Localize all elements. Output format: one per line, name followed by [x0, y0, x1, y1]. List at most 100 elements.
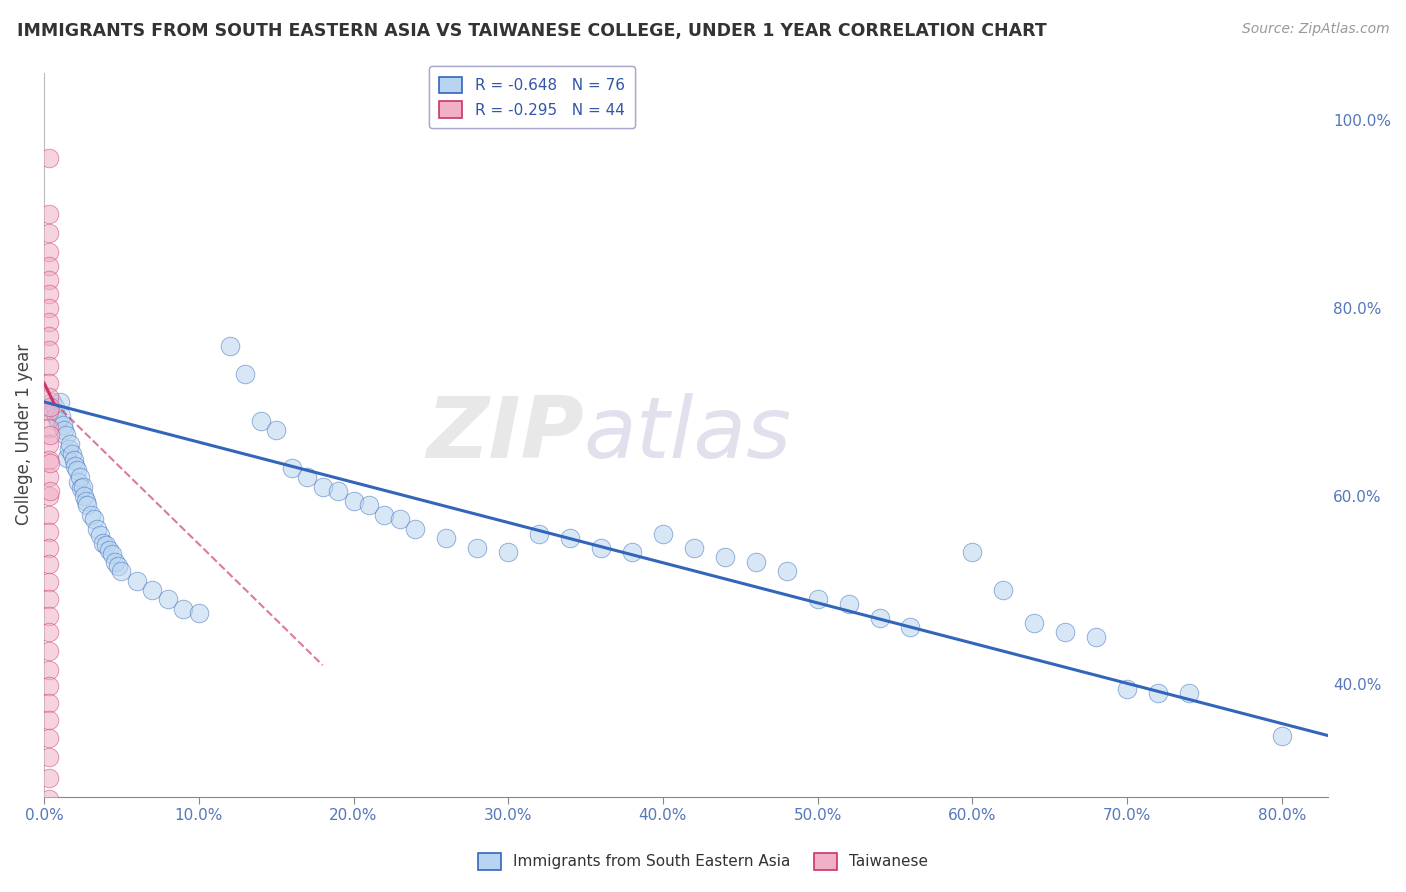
- Point: [249, 414, 271, 428]
- Point: [72, 479, 94, 493]
- Point: [75, 493, 97, 508]
- Point: [38, 489, 60, 503]
- Point: [38, 838, 60, 853]
- Point: [1271, 729, 1294, 743]
- Legend: R = -0.648   N = 76, R = -0.295   N = 44: R = -0.648 N = 76, R = -0.295 N = 44: [429, 66, 636, 128]
- Point: [86, 522, 108, 536]
- Text: atlas: atlas: [583, 393, 792, 476]
- Point: [56, 451, 79, 466]
- Point: [172, 601, 194, 615]
- Point: [83, 512, 105, 526]
- Point: [434, 531, 457, 545]
- Point: [94, 538, 117, 552]
- Point: [110, 564, 132, 578]
- Point: [838, 597, 860, 611]
- Point: [311, 479, 333, 493]
- Point: [38, 663, 60, 677]
- Point: [900, 620, 922, 634]
- Point: [38, 557, 60, 571]
- Point: [38, 470, 60, 484]
- Point: [125, 574, 148, 588]
- Point: [38, 359, 60, 374]
- Point: [1024, 615, 1046, 630]
- Point: [38, 421, 60, 435]
- Point: [38, 813, 60, 827]
- Point: [39, 400, 62, 414]
- Point: [67, 475, 90, 489]
- Point: [89, 528, 111, 542]
- Point: [38, 390, 60, 404]
- Point: [589, 541, 612, 555]
- Point: [233, 367, 256, 381]
- Point: [558, 531, 581, 545]
- Point: [65, 462, 87, 476]
- Point: [58, 442, 80, 456]
- Text: Source: ZipAtlas.com: Source: ZipAtlas.com: [1241, 22, 1389, 37]
- Point: [38, 244, 60, 259]
- Point: [38, 696, 60, 710]
- Point: [38, 644, 60, 658]
- Point: [218, 338, 240, 352]
- Point: [46, 414, 69, 428]
- Point: [101, 547, 124, 561]
- Point: [38, 259, 60, 273]
- Point: [141, 582, 163, 597]
- Point: [38, 437, 60, 451]
- Point: [156, 592, 179, 607]
- Point: [48, 395, 70, 409]
- Point: [1147, 686, 1170, 700]
- Point: [107, 559, 129, 574]
- Point: [55, 427, 77, 442]
- Point: [98, 543, 121, 558]
- Point: [38, 273, 60, 287]
- Point: [745, 555, 768, 569]
- Point: [44, 400, 66, 414]
- Point: [69, 470, 91, 484]
- Point: [38, 329, 60, 343]
- Point: [342, 493, 364, 508]
- Point: [38, 609, 60, 624]
- Point: [527, 526, 550, 541]
- Point: [42, 404, 65, 418]
- Point: [38, 453, 60, 467]
- Point: [38, 226, 60, 240]
- Point: [714, 549, 737, 564]
- Point: [39, 484, 62, 499]
- Point: [651, 526, 673, 541]
- Point: [59, 437, 82, 451]
- Point: [465, 541, 488, 555]
- Point: [807, 592, 830, 607]
- Point: [39, 427, 62, 442]
- Point: [39, 456, 62, 470]
- Point: [53, 423, 76, 437]
- Point: [38, 508, 60, 522]
- Point: [79, 508, 101, 522]
- Y-axis label: College, Under 1 year: College, Under 1 year: [15, 344, 32, 525]
- Point: [38, 343, 60, 358]
- Point: [993, 582, 1015, 597]
- Point: [41, 395, 63, 409]
- Point: [388, 512, 411, 526]
- Point: [38, 404, 60, 418]
- Point: [682, 541, 704, 555]
- Text: ZIP: ZIP: [426, 393, 583, 476]
- Point: [962, 545, 984, 559]
- Point: [280, 460, 302, 475]
- Point: [38, 524, 60, 539]
- Point: [496, 545, 519, 559]
- Text: IMMIGRANTS FROM SOUTH EASTERN ASIA VS TAIWANESE COLLEGE, UNDER 1 YEAR CORRELATIO: IMMIGRANTS FROM SOUTH EASTERN ASIA VS TA…: [17, 22, 1046, 40]
- Point: [38, 575, 60, 590]
- Point: [91, 536, 114, 550]
- Point: [52, 418, 75, 433]
- Point: [1085, 630, 1108, 644]
- Point: [60, 447, 83, 461]
- Point: [620, 545, 643, 559]
- Point: [45, 409, 67, 423]
- Point: [38, 301, 60, 315]
- Point: [38, 750, 60, 764]
- Point: [38, 315, 60, 329]
- Point: [38, 207, 60, 221]
- Point: [776, 564, 799, 578]
- Point: [38, 376, 60, 391]
- Point: [73, 489, 96, 503]
